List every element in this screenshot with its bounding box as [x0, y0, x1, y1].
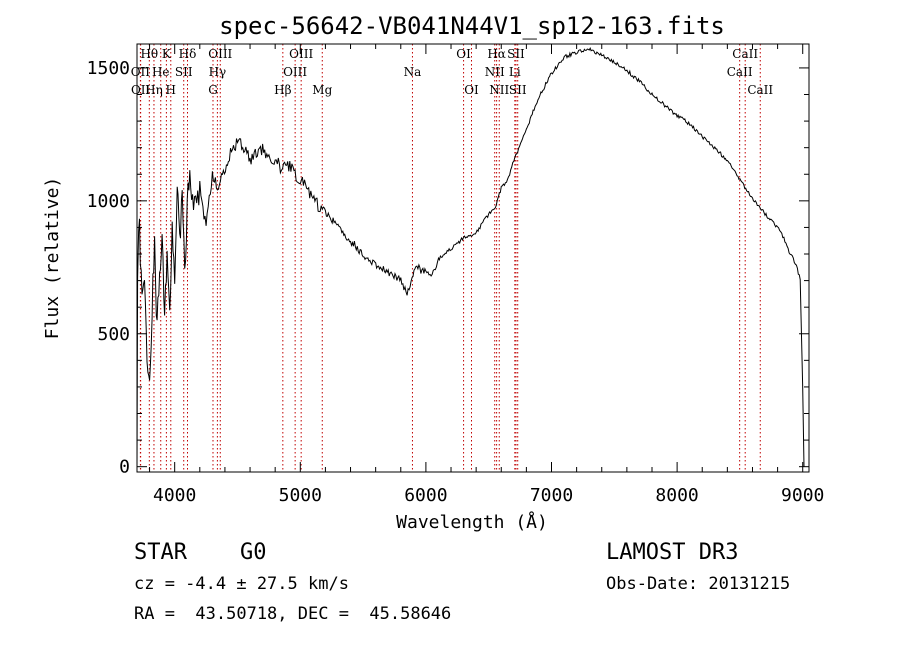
line-label-1-6: NII [485, 65, 505, 79]
line-label-0-2: Hδ [179, 47, 197, 61]
object-class: STAR [134, 540, 187, 565]
line-label-2-5: Mg [312, 83, 332, 97]
plot-frame [136, 43, 810, 473]
obs-date: Obs-Date: 20131215 [606, 574, 791, 594]
x-tick-label-0: 4000 [153, 485, 196, 506]
line-label-1-4: OIII [283, 65, 307, 79]
line-label-0-3: OIII [208, 47, 232, 61]
line-label-0-4: OIII [289, 47, 313, 61]
survey-name: LAMOST DR3 [606, 540, 739, 565]
x-axis-label: Wavelength (Å) [396, 511, 548, 533]
line-label-2-8: SII [509, 83, 527, 97]
line-label-2-7: NII [489, 83, 509, 97]
line-label-2-3: G [208, 83, 218, 97]
coordinates-text: RA = 43.50718, DEC = 45.58646 [134, 604, 452, 624]
line-label-0-1: K [162, 47, 172, 61]
line-label-1-1: He [152, 65, 170, 79]
line-label-2-0: OII [131, 83, 151, 97]
object-subclass: G0 [240, 540, 267, 565]
y-axis-label: Flux (relative) [42, 177, 63, 340]
line-label-2-4: Hβ [274, 83, 291, 97]
line-label-1-8: CaII [727, 65, 753, 79]
redshift-text: cz = -4.4 ± 27.5 km/s [134, 574, 349, 594]
y-axis-ticks: 0 500 1000 1500 [87, 58, 809, 478]
line-label-1-3: Hγ [209, 65, 227, 79]
line-label-2-1: Hη [145, 83, 163, 97]
line-label-1-5: Na [404, 65, 422, 79]
y-tick-label-2: 1000 [87, 191, 130, 212]
x-tick-label-3: 7000 [530, 485, 573, 506]
line-label-1-0: OII [131, 65, 151, 79]
line-label-2-2: H [166, 83, 176, 97]
x-axis-ticks: 4000 5000 6000 7000 8000 9000 [149, 44, 824, 506]
line-label-1-2: SII [175, 65, 193, 79]
line-label-0-5: OI [456, 47, 471, 61]
x-tick-label-2: 6000 [404, 485, 447, 506]
line-label-0-8: CaII [732, 47, 758, 61]
line-label-2-6: OI [464, 83, 479, 97]
line-label-2-9: CaII [747, 83, 773, 97]
x-tick-label-4: 8000 [655, 485, 698, 506]
line-label-0-6: Hα [487, 47, 506, 61]
chart-title: spec-56642-VB041N44V1_sp12-163.fits [219, 12, 725, 40]
x-tick-label-5: 9000 [781, 485, 824, 506]
y-tick-label-3: 1500 [87, 58, 130, 79]
y-tick-label-1: 500 [97, 324, 130, 345]
line-label-0-0: Hθ [140, 47, 158, 61]
y-tick-label-0: 0 [119, 457, 130, 478]
spectral-line-markers [139, 44, 761, 472]
x-tick-label-1: 5000 [279, 485, 322, 506]
flux-series-line [136, 46, 805, 467]
line-label-0-7: SII [507, 47, 525, 61]
line-label-1-7: Li [509, 65, 521, 79]
